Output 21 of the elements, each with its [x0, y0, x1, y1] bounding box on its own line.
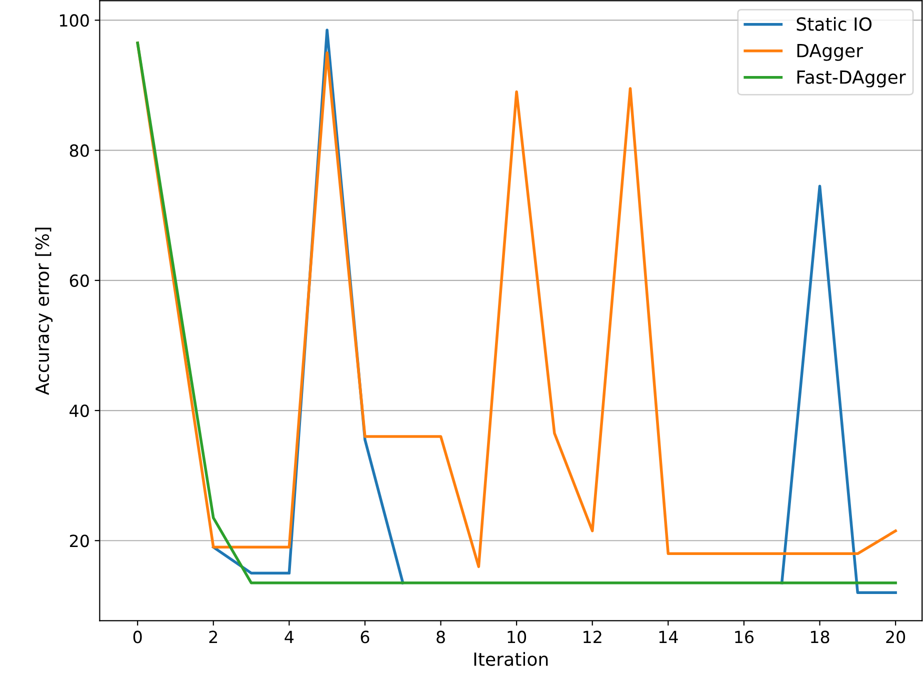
x-tick-label: 14: [659, 630, 678, 644]
x-tick-label: 6: [360, 630, 370, 644]
x-tick-label: 10: [508, 630, 526, 644]
x-tick-label: 2: [209, 630, 218, 644]
x-tick-label: 16: [735, 630, 754, 644]
x-tick-label: 20: [886, 630, 906, 644]
y-tick-label: 20: [70, 534, 89, 548]
y-tick-label: 80: [70, 144, 89, 157]
y-tick-label: 40: [70, 404, 89, 418]
x-tick-label: 8: [436, 630, 445, 644]
x-axis-title: Iteration: [474, 652, 548, 666]
x-tick-label: 18: [810, 630, 830, 644]
x-tick-label: 0: [133, 630, 142, 644]
y-tick-label: 100: [60, 14, 89, 27]
legend-label: Static IO: [796, 16, 872, 31]
y-tick-label: 60: [70, 274, 89, 287]
legend-label: DAgger: [797, 44, 864, 61]
x-tick-label: 4: [284, 630, 294, 644]
x-tick-label: 12: [584, 630, 602, 644]
y-axis-title: Accuracy error [%]: [35, 228, 53, 395]
legend-label: Fast-DAgger: [797, 70, 906, 88]
